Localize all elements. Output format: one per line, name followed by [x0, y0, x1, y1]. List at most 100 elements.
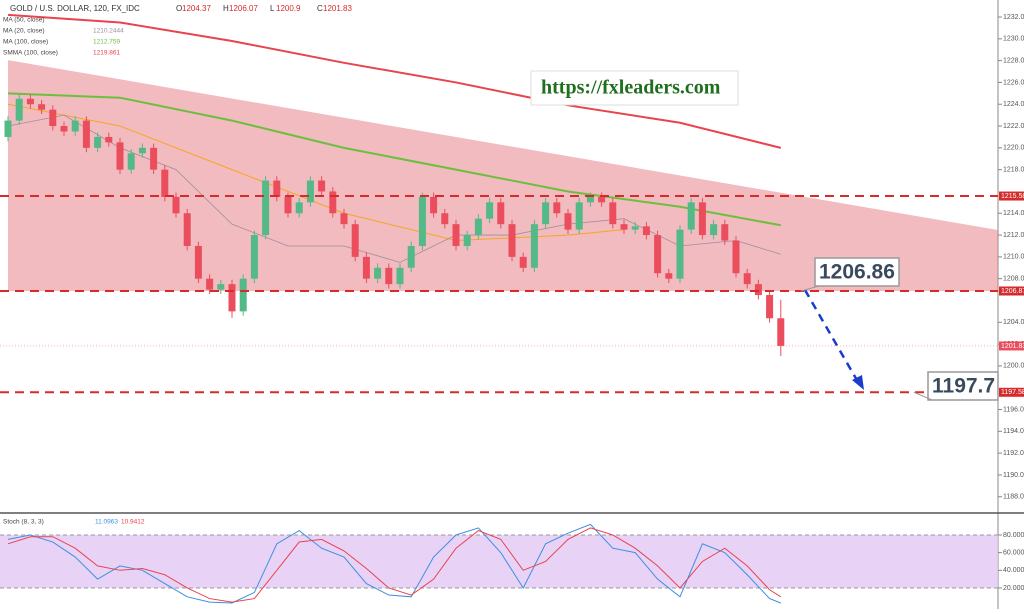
- candle-body: [26, 98, 34, 105]
- candle-body: [306, 180, 314, 203]
- symbol: GOLD / U.S. DOLLAR, 120, FX_IDC: [10, 4, 140, 13]
- candle-body: [542, 202, 550, 225]
- candle-body: [564, 213, 572, 230]
- candle-body: [710, 224, 718, 236]
- y-tick-label: 1192.00: [1003, 450, 1024, 457]
- candle-body: [385, 267, 393, 285]
- candle-body: [340, 213, 348, 225]
- candle-body: [351, 224, 359, 257]
- ohlc-letter: O: [176, 4, 182, 13]
- y-tick-label: 1228.00: [1003, 57, 1024, 64]
- watermark: https://fxleaders.com: [541, 77, 721, 99]
- y-tick-label: 1194.00: [1003, 428, 1024, 435]
- candle-body: [654, 235, 662, 274]
- candle-body: [194, 245, 202, 279]
- candle-body: [598, 196, 606, 203]
- y-tick-label: 1210.00: [1003, 254, 1024, 261]
- moving-average: [7, 13, 782, 149]
- y-tick-label: 1208.00: [1003, 276, 1024, 283]
- candle-body: [497, 202, 505, 225]
- y-tick-label: 1190.00: [1003, 472, 1024, 479]
- price-tag-label: 1201.83: [1001, 343, 1024, 350]
- legend-value: 1219.861: [93, 50, 120, 57]
- y-tick-label: 1230.00: [1003, 36, 1024, 43]
- price-tag: [999, 286, 1024, 296]
- y-tick-label: 1188.00: [1003, 494, 1024, 501]
- candle-body: [486, 202, 494, 219]
- candle-body: [82, 120, 90, 148]
- y-tick-label: 1218.00: [1003, 166, 1024, 173]
- candle-body: [262, 180, 270, 236]
- candle-body: [4, 120, 12, 137]
- candle-body: [620, 224, 628, 230]
- price-tag: [999, 387, 1024, 397]
- y-tick-label: 1226.00: [1003, 79, 1024, 86]
- candle-body: [161, 169, 169, 197]
- candle-body: [754, 284, 762, 296]
- candle-body: [766, 295, 774, 319]
- price-tag-label: 1197.58: [1001, 389, 1024, 396]
- stoch-line: [7, 523, 781, 604]
- legend-value: 11.0963: [95, 519, 118, 526]
- candle-body: [631, 226, 639, 230]
- ohlc-value: 1204.37: [182, 4, 211, 13]
- annotation-box: [927, 371, 999, 401]
- candle-body: [60, 126, 68, 132]
- ohlc-letter: C: [317, 4, 323, 13]
- legend-value: 1210.2444: [93, 28, 124, 35]
- candle-body: [138, 147, 146, 154]
- candle-body: [586, 196, 594, 203]
- y-tick-label: 1196.00: [1003, 406, 1024, 413]
- ohlc-value: 1201.83: [323, 4, 352, 13]
- ohlc-value: 1200.9: [276, 4, 301, 13]
- candle-body: [396, 267, 404, 285]
- moving-average: [7, 114, 781, 263]
- annotation-pointer: [913, 391, 933, 401]
- y-tick-label: 1232.00: [1003, 14, 1024, 21]
- candle-body: [452, 224, 460, 246]
- candle-body: [94, 136, 102, 148]
- ohlc-letter: L: [270, 4, 275, 13]
- annotation-label: 1206.86: [819, 261, 895, 284]
- price-tag-label: 1206.87: [1001, 288, 1024, 295]
- candle-body: [430, 196, 438, 214]
- y-tick-label: 1200.00: [1003, 363, 1024, 370]
- candle-body: [519, 256, 527, 268]
- candle-body: [721, 224, 729, 241]
- candle-body: [732, 240, 740, 274]
- ohlc-letter: H: [223, 4, 229, 13]
- y-tick-label: 40.0000: [1003, 567, 1024, 574]
- price-tag-label: 1215.58: [1001, 193, 1024, 200]
- candle-body: [183, 213, 191, 246]
- legend-name: MA (100, close): [3, 39, 48, 46]
- candle-body: [15, 98, 23, 121]
- legend-name: MA (50, close): [3, 17, 45, 24]
- candle-body: [665, 273, 673, 279]
- candle-body: [295, 202, 303, 214]
- candle-body: [407, 245, 415, 268]
- candle-body: [441, 213, 449, 225]
- candle-body: [217, 284, 225, 290]
- arrow-head: [852, 375, 864, 390]
- annotation-label: 1197.7: [932, 375, 995, 398]
- legend-value: 10.9412: [121, 519, 145, 526]
- y-tick-label: 60.0000: [1003, 549, 1024, 556]
- candle-body: [575, 202, 583, 230]
- candle-body: [206, 278, 214, 290]
- candle-body: [228, 284, 236, 312]
- watermark-box: [530, 70, 739, 106]
- candle-body: [698, 202, 706, 236]
- y-tick-label: 1214.00: [1003, 210, 1024, 217]
- candle-body: [329, 191, 337, 214]
- candle-body: [687, 202, 695, 230]
- y-tick-label: 1220.00: [1003, 145, 1024, 152]
- candle-body: [127, 153, 135, 170]
- candle-body: [105, 136, 113, 143]
- price-tag: [999, 341, 1024, 351]
- candle-body: [239, 278, 247, 312]
- legend-name: MA (20, close): [3, 28, 45, 35]
- candle-body: [71, 120, 79, 132]
- candle-body: [150, 147, 158, 170]
- y-tick-label: 20.0000: [1003, 585, 1024, 592]
